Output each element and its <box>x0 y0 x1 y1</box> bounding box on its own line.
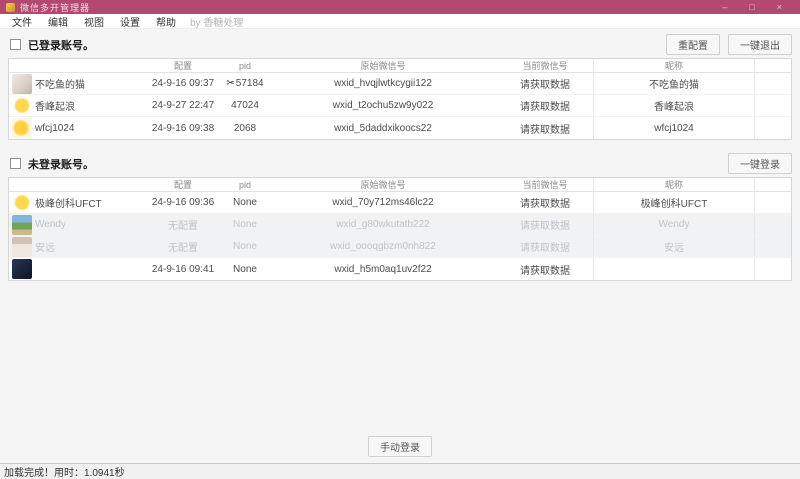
original-wxid: wxid_g80wkutatb222 <box>336 219 430 230</box>
current-wxid: 请获取数据 <box>520 80 570 91</box>
author-credit: by 香糖处理 <box>190 17 244 29</box>
header-config: 配置 <box>173 180 192 190</box>
header-pid: pid <box>238 179 251 190</box>
unlogged-select-all-checkbox[interactable] <box>10 158 21 169</box>
avatar <box>12 73 32 94</box>
original-wxid: wxid_5daddxikoocs22 <box>334 122 432 134</box>
minimize-icon[interactable]: – <box>722 1 728 12</box>
avatar <box>12 95 32 116</box>
pid-value: None <box>233 263 257 275</box>
avatar <box>12 259 32 279</box>
table-row[interactable]: 不吃鱼的猫 24-9-16 09:37 ✂57184 wxid_hvqjlwtk… <box>9 73 791 95</box>
nickname: 香峰起浪 <box>35 102 75 113</box>
header-original-wxid: 原始微信号 <box>360 61 406 71</box>
config-time: 无配置 <box>168 243 198 254</box>
table-row[interactable]: 香峰起浪 24-9-27 22:47 47024 wxid_t2ochu5zw9… <box>9 95 791 117</box>
menubar: 文件 编辑 视图 设置 帮助 by 香糖处理 <box>0 14 800 29</box>
close-icon[interactable]: × <box>776 1 782 12</box>
header-remark: 昵称 <box>593 59 755 72</box>
nickname: 不吃鱼的猫 <box>35 80 85 91</box>
original-wxid: wxid_hvqjlwtkcygii122 <box>334 78 432 89</box>
login-all-button[interactable]: 一键登录 <box>728 153 792 174</box>
manual-login-button[interactable]: 手动登录 <box>368 436 432 457</box>
remark: wfcj1024 <box>593 117 755 139</box>
remark <box>593 258 755 280</box>
table-header-row: 配置 pid 原始微信号 当前微信号 昵称 <box>9 178 791 192</box>
pid-value: 2068 <box>233 122 257 134</box>
menu-edit[interactable]: 编辑 <box>48 17 68 29</box>
avatar <box>12 118 32 138</box>
maximize-icon[interactable]: □ <box>749 1 755 12</box>
pid-value: None <box>233 241 257 252</box>
remark: 极峰创科UFCT <box>593 192 755 213</box>
table-row[interactable]: Wendy 无配置 None wxid_g80wkutatb222 请获取数据 … <box>9 214 791 236</box>
logged-section-header: 已登录账号。 重配置 一键退出 <box>0 29 800 58</box>
config-time: 24-9-16 09:38 <box>151 122 215 134</box>
logged-select-all-checkbox[interactable] <box>10 39 21 50</box>
nickname: Wendy <box>35 219 66 230</box>
pid-value: None <box>233 197 257 208</box>
unlogged-accounts-table: 配置 pid 原始微信号 当前微信号 昵称 极峰创科UFCT 24-9-16 0… <box>8 177 792 281</box>
avatar <box>12 214 32 235</box>
remark: 香峰起浪 <box>593 95 755 116</box>
original-wxid: wxid_70y712ms46lc22 <box>332 197 434 208</box>
current-wxid: 请获取数据 <box>520 102 570 113</box>
logged-accounts-table: 配置 pid 原始微信号 当前微信号 昵称 不吃鱼的猫 24-9-16 09:3… <box>8 58 792 140</box>
current-wxid: 请获取数据 <box>520 265 570 277</box>
pid-value: ✂57184 <box>226 78 264 89</box>
table-row[interactable]: 极峰创科UFCT 24-9-16 09:36 None wxid_70y712m… <box>9 192 791 214</box>
menu-settings[interactable]: 设置 <box>120 17 140 29</box>
titlebar: 微信多开管理器 – □ × <box>0 0 800 14</box>
kill-process-icon[interactable]: ✂ <box>226 78 235 89</box>
config-time: 24-9-16 09:37 <box>151 78 215 89</box>
window-title: 微信多开管理器 <box>20 2 91 13</box>
unlogged-section-label: 未登录账号。 <box>28 158 94 171</box>
table-row[interactable]: wfcj1024 24-9-16 09:38 2068 wxid_5daddxi… <box>9 117 791 139</box>
logout-all-button[interactable]: 一键退出 <box>728 34 792 55</box>
current-wxid: 请获取数据 <box>520 221 570 232</box>
config-time: 24-9-27 22:47 <box>151 100 215 111</box>
menu-file[interactable]: 文件 <box>12 17 32 29</box>
nickname: wfcj1024 <box>35 122 75 134</box>
remark: Wendy <box>593 214 755 235</box>
logged-section-label: 已登录账号。 <box>28 39 94 52</box>
unlogged-section-header: 未登录账号。 一键登录 <box>0 148 800 177</box>
original-wxid: wxid_oooqgbzm0nh822 <box>330 241 436 252</box>
config-time: 无配置 <box>168 221 198 232</box>
header-original-wxid: 原始微信号 <box>360 180 406 190</box>
header-remark: 昵称 <box>593 178 755 191</box>
avatar <box>12 236 32 257</box>
current-wxid: 请获取数据 <box>520 124 570 136</box>
pid-value: 47024 <box>231 100 259 111</box>
reconfig-button[interactable]: 重配置 <box>666 34 720 55</box>
config-time: 24-9-16 09:41 <box>151 263 215 275</box>
nickname: 极峰创科UFCT <box>35 199 102 210</box>
header-pid: pid <box>238 60 251 71</box>
current-wxid: 请获取数据 <box>520 243 570 254</box>
avatar <box>12 192 32 213</box>
original-wxid: wxid_t2ochu5zw9y022 <box>332 100 434 111</box>
menu-help[interactable]: 帮助 <box>156 17 176 29</box>
remark: 不吃鱼的猫 <box>593 73 755 94</box>
header-config: 配置 <box>173 61 192 71</box>
header-current-wxid: 当前微信号 <box>522 180 568 190</box>
pid-value: None <box>233 219 257 230</box>
header-current-wxid: 当前微信号 <box>522 61 568 71</box>
statusbar: 加载完成！用时：1.0941秒 <box>0 463 800 479</box>
menu-view[interactable]: 视图 <box>84 17 104 29</box>
status-text: 加载完成！用时：1.0941秒 <box>4 468 125 479</box>
nickname: 安远 <box>35 243 55 254</box>
original-wxid: wxid_h5m0aq1uv2f22 <box>334 263 432 275</box>
remark: 安远 <box>593 236 755 257</box>
current-wxid: 请获取数据 <box>520 199 570 210</box>
table-row[interactable]: 安远 无配置 None wxid_oooqgbzm0nh822 请获取数据 安远 <box>9 236 791 258</box>
table-header-row: 配置 pid 原始微信号 当前微信号 昵称 <box>9 59 791 73</box>
app-icon <box>6 2 15 12</box>
table-row[interactable]: 24-9-16 09:41 None wxid_h5m0aq1uv2f22 请获… <box>9 258 791 280</box>
config-time: 24-9-16 09:36 <box>151 197 215 208</box>
